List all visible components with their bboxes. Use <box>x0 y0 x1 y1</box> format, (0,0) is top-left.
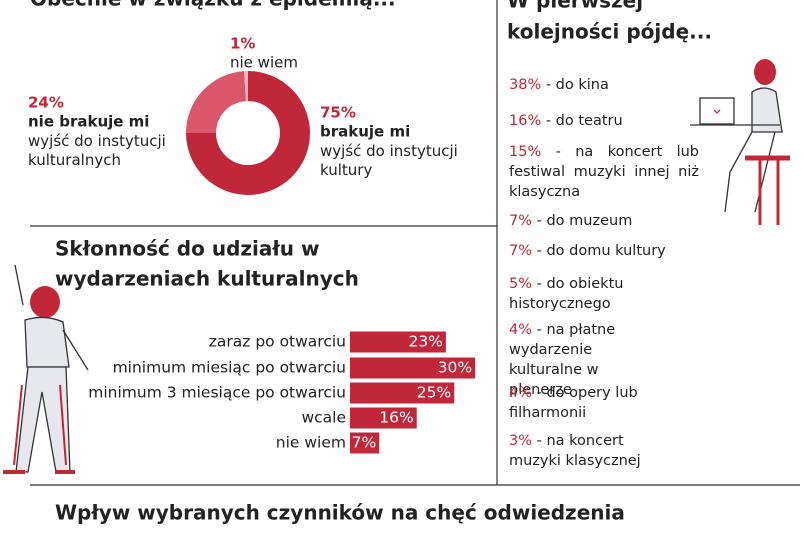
ranking-item: 38% - do kina <box>509 75 699 95</box>
ranking-item: 4% - na płatne wydarzenie kulturalne w p… <box>509 320 659 400</box>
percent: 4% <box>509 385 533 401</box>
item-text: - na płatne wydarzenie kulturalne w plen… <box>509 322 616 398</box>
category-label: wcale <box>301 409 346 427</box>
bar <box>350 407 417 429</box>
ranking-item: 7% - do domu kultury <box>509 241 699 261</box>
value-label: 7% <box>352 434 377 452</box>
item-text: - na koncert lub festiwal muzyki innej n… <box>509 144 699 200</box>
category-label: brakuje mi <box>320 123 410 141</box>
percent: 3% <box>509 433 533 449</box>
description: wyjść do instytucji kulturalnych <box>28 132 166 169</box>
category-label: minimum 3 miesiące po otwarciu <box>88 384 346 402</box>
ranking-item: 4% - do opery lub filharmonii <box>509 383 659 423</box>
percent: 4% <box>509 322 533 338</box>
item-text: - do muzeum <box>536 213 633 229</box>
value-label: 30% <box>438 359 472 377</box>
value-label: 1% <box>230 35 255 53</box>
illustration <box>690 59 790 225</box>
percent: 5% <box>509 276 533 292</box>
value-label: 16% <box>379 409 413 427</box>
heading: Obecnie w związku z epidemią... <box>30 0 396 11</box>
heading: Wpływ wybranych czynników na chęć odwied… <box>55 501 625 525</box>
heading: wydarzeniach kulturalnych <box>55 267 359 291</box>
category-label: nie brakuje mi <box>28 113 149 131</box>
bar <box>350 432 380 454</box>
description: wyjść do instytucji kultury <box>320 142 458 179</box>
value-label: 25% <box>417 384 451 402</box>
percent: 7% <box>509 213 533 229</box>
donut-slice <box>186 71 246 133</box>
value-label: 24% <box>28 94 64 112</box>
item-text: - do kina <box>545 77 609 93</box>
ranking-item: 15% - na koncert lub festiwal muzyki inn… <box>509 142 699 202</box>
item-text: - do obiektu historycznego <box>509 276 624 312</box>
heading: kolejności pójdę... <box>507 20 712 44</box>
donut-slice <box>186 71 310 195</box>
bar <box>350 331 446 353</box>
heading: Skłonność do udziału w <box>55 237 319 261</box>
ranking-item: 5% - do obiektu historycznego <box>509 274 659 314</box>
category-label: nie wiem <box>276 434 346 452</box>
percent: 38% <box>509 77 542 93</box>
bar <box>350 357 476 379</box>
heading: W pierwszej <box>507 0 643 13</box>
percent: 16% <box>509 113 542 129</box>
item-text: - do teatru <box>545 113 623 129</box>
category-label: zaraz po otwarciu <box>209 333 346 351</box>
ranking-item: 3% - na koncert muzyki klasycznej <box>509 431 659 471</box>
ranking-item: 7% - do muzeum <box>509 211 699 231</box>
category-label: minimum miesiąc po otwarciu <box>113 359 346 377</box>
value-label: 23% <box>408 333 442 351</box>
percent: 15% <box>509 144 542 160</box>
value-label: 75% <box>320 104 356 122</box>
item-text: - do domu kultury <box>536 243 666 259</box>
item-text: - na koncert muzyki klasycznej <box>509 433 641 469</box>
illustration <box>3 264 89 474</box>
item-text: - do opery lub filharmonii <box>509 385 638 421</box>
bar <box>350 382 455 404</box>
donut-slice <box>244 71 248 102</box>
percent: 7% <box>509 243 533 259</box>
category-label: nie wiem <box>230 54 298 72</box>
ranking-item: 16% - do teatru <box>509 111 699 131</box>
